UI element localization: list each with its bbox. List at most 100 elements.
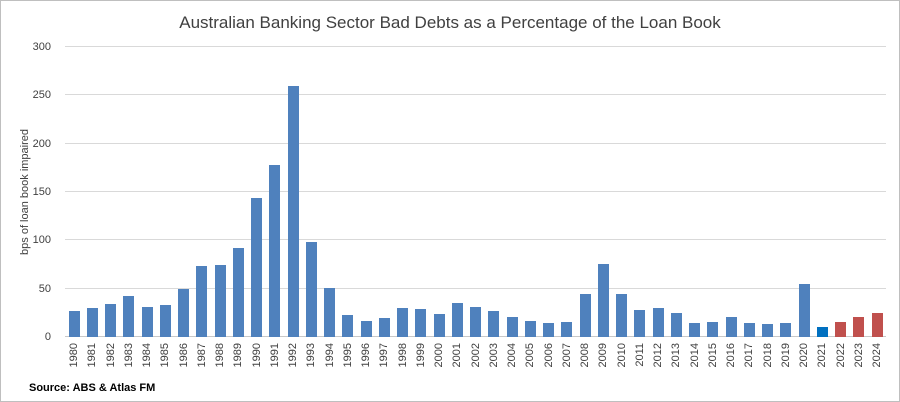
x-tick-label-2019: 2019 [779,343,792,368]
gridline-50 [65,287,886,289]
bar-slot-2000 [430,47,448,337]
x-tick-label-1991: 1991 [268,343,281,368]
bar-slot-2011 [631,47,649,337]
bar-1980 [68,310,80,337]
x-tick-label-2011: 2011 [633,343,646,367]
chart-title: Australian Banking Sector Bad Debts as a… [179,13,721,32]
bar-2001 [451,303,463,337]
x-slot-2006: 2006 [540,343,558,379]
bar-slot-2019 [777,47,795,337]
bar-1981 [86,308,98,337]
bar-slot-2004 [503,47,521,337]
bar-slot-1998 [394,47,412,337]
x-tick-label-1980: 1980 [68,343,81,368]
x-tick-label-2024: 2024 [871,343,884,368]
x-slot-1988: 1988 [211,343,229,379]
x-tick-label-2021: 2021 [816,343,829,368]
x-tick-label-1989: 1989 [232,343,245,368]
x-tick-label-2022: 2022 [834,343,847,368]
x-slot-2008: 2008 [576,343,594,379]
bar-slot-2006 [540,47,558,337]
bar-slot-2007 [558,47,576,337]
x-slot-1983: 1983 [120,343,138,379]
bar-slot-2015 [704,47,722,337]
x-tick-label-2012: 2012 [652,343,665,368]
bar-slot-1983 [120,47,138,337]
bar-2003 [488,310,500,337]
bar-2017 [743,322,755,337]
x-slot-2002: 2002 [467,343,485,379]
bar-slot-1985 [156,47,174,337]
bar-2011 [634,309,646,337]
bar-slot-1996 [357,47,375,337]
x-slot-2017: 2017 [740,343,758,379]
x-slot-1998: 1998 [394,343,412,379]
x-tick-label-2013: 2013 [670,343,683,368]
x-slot-2014: 2014 [686,343,704,379]
x-tick-label-2001: 2001 [451,343,464,368]
x-slot-1987: 1987 [193,343,211,379]
bar-slot-2010 [613,47,631,337]
x-slot-2003: 2003 [485,343,503,379]
x-slot-1990: 1990 [248,343,266,379]
bar-slot-1994 [321,47,339,337]
bar-2024 [871,312,883,337]
x-tick-label-2004: 2004 [506,343,519,368]
bar-2020 [798,283,810,337]
bar-1983 [123,296,135,337]
bar-slot-2022 [832,47,850,337]
bar-slot-2023 [850,47,868,337]
x-tick-label-1996: 1996 [360,343,373,368]
x-slot-2005: 2005 [521,343,539,379]
x-tick-label-2016: 2016 [725,343,738,368]
bar-slot-1984 [138,47,156,337]
x-slot-2004: 2004 [503,343,521,379]
bar-1989 [232,248,244,337]
x-tick-label-1993: 1993 [305,343,318,368]
x-tick-label-1985: 1985 [159,343,172,368]
bar-2012 [652,308,664,337]
bar-1996 [360,320,372,337]
x-slot-2000: 2000 [430,343,448,379]
bar-slot-2012 [649,47,667,337]
x-slot-2015: 2015 [704,343,722,379]
x-tick-label-1982: 1982 [104,343,117,368]
y-tick-label-100: 100 [32,234,51,247]
x-slot-1997: 1997 [375,343,393,379]
x-slot-1984: 1984 [138,343,156,379]
bar-2013 [670,312,682,337]
x-axis-tick-labels: 1980 1981 1982 1983 1984 1985 1986 1987 1988 1989… [65,343,886,379]
bar-1982 [105,304,117,337]
bar-1998 [397,308,409,337]
bar-2015 [707,321,719,337]
bar-slot-2017 [740,47,758,337]
bar-1999 [415,308,427,337]
bar-2023 [853,316,865,337]
bar-slot-2003 [485,47,503,337]
x-slot-1989: 1989 [229,343,247,379]
x-tick-label-1983: 1983 [122,343,135,368]
bar-slot-1991 [266,47,284,337]
x-slot-1994: 1994 [321,343,339,379]
x-tick-label-2005: 2005 [524,343,537,368]
bar-slot-2014 [686,47,704,337]
x-slot-2022: 2022 [832,343,850,379]
x-slot-2018: 2018 [759,343,777,379]
bar-2009 [597,263,609,337]
y-tick-label-0: 0 [44,331,51,343]
x-slot-1993: 1993 [302,343,320,379]
x-slot-1986: 1986 [175,343,193,379]
bar-slot-2005 [521,47,539,337]
y-tick-label-300: 300 [32,41,51,53]
x-slot-1996: 1996 [357,343,375,379]
bar-2006 [543,322,555,337]
x-tick-label-1988: 1988 [214,343,227,368]
bar-2002 [470,307,482,337]
bar-1995 [342,314,354,337]
x-slot-1991: 1991 [266,343,284,379]
x-slot-2023: 2023 [850,343,868,379]
bar-1994 [324,287,336,337]
x-slot-2019: 2019 [777,343,795,379]
x-tick-label-2002: 2002 [469,343,482,368]
x-tick-label-2010: 2010 [615,343,628,368]
